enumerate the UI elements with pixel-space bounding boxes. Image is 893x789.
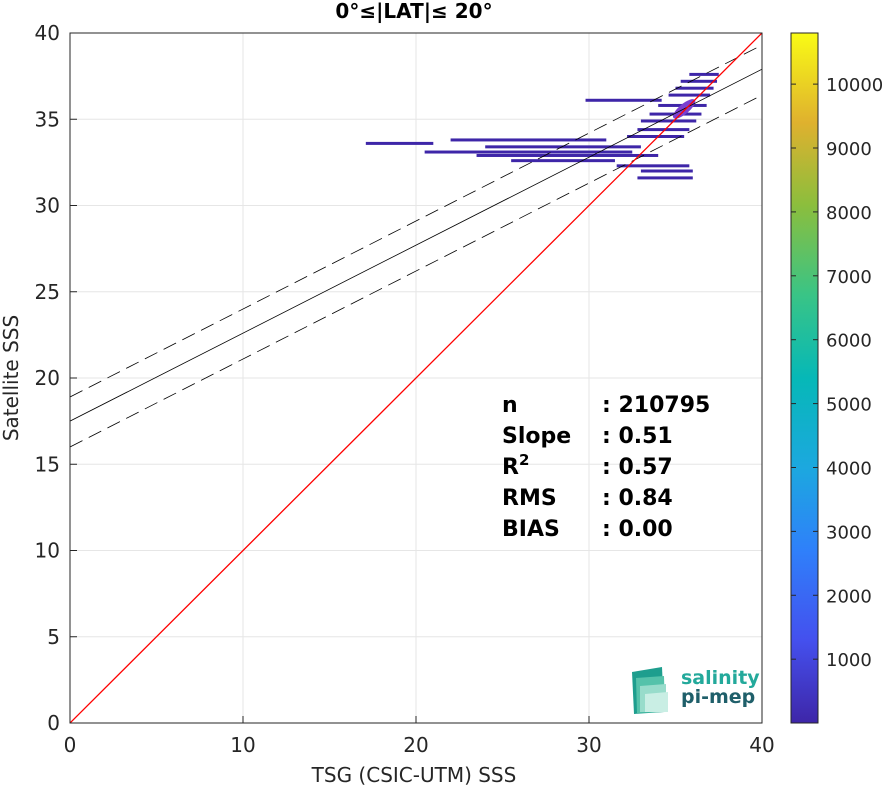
density-point-row (365, 141, 434, 145)
colorbar-tick-label: 1000 (826, 650, 872, 671)
colorbar-tick-label: 7000 (826, 267, 872, 288)
plot-marks (70, 33, 762, 723)
density-point-row (476, 153, 659, 157)
chart-title: 0°≤|LAT|≤ 20° (335, 0, 492, 23)
y-tick-label: 25 (35, 280, 60, 304)
fit-lower-bound-line (70, 94, 762, 448)
stat-label: n (502, 393, 518, 418)
stat-value: : 210795 (602, 393, 710, 418)
stat-value: : 0.57 (602, 455, 673, 480)
x-tick-label: 20 (403, 733, 428, 757)
colorbar-tick-label: 5000 (826, 395, 872, 416)
colorbar-tick-label: 8000 (826, 203, 872, 224)
y-tick-label: 30 (35, 194, 60, 218)
x-tick-label: 10 (230, 733, 255, 757)
colorbar-tick-label: 10000 (826, 75, 883, 96)
density-point-row (450, 138, 607, 142)
x-tick-label: 30 (576, 733, 601, 757)
regression-line (70, 68, 762, 422)
y-tick-label: 35 (35, 107, 60, 131)
x-tick-label: 40 (749, 733, 774, 757)
colorbar-tick-label: 2000 (826, 586, 872, 607)
y-tick-label: 10 (35, 539, 60, 563)
colorbar-tick-label: 9000 (826, 139, 872, 160)
stat-value: : 0.51 (602, 424, 673, 449)
density-point-row (637, 128, 690, 132)
colorbar-tick-label: 3000 (826, 522, 872, 543)
density-point-row (640, 169, 693, 173)
y-tick-label: 15 (35, 452, 60, 476)
logo: salinity pi-mep (632, 667, 760, 714)
density-point-row (689, 72, 719, 76)
colorbar-tick-label: 6000 (826, 331, 872, 352)
stat-value: : 0.00 (602, 517, 673, 542)
density-point-row (640, 119, 697, 123)
density-point-row (627, 135, 685, 138)
density-point-row (511, 159, 615, 163)
colorbar-tick-label: 4000 (826, 458, 872, 479)
logo-line2: pi-mep (681, 686, 755, 708)
salinity-logo-icon (632, 667, 668, 714)
density-point-row (680, 79, 718, 83)
stat-value: : 0.84 (602, 486, 673, 511)
identity-line (70, 33, 762, 723)
y-tick-label: 0 (47, 711, 60, 735)
density-point-row (637, 176, 693, 180)
y-axis-label: Satellite SSS (0, 315, 23, 441)
fit-upper-bound-line (70, 44, 762, 398)
y-tick-label: 5 (47, 625, 60, 649)
y-tick-label: 40 (35, 21, 60, 45)
x-tick-label: 0 (64, 733, 77, 757)
stat-label: Slope (502, 424, 571, 449)
density-point-row (485, 145, 641, 149)
density-point-row (675, 86, 714, 90)
logo-line1: salinity (681, 667, 760, 689)
density-point-row (585, 98, 662, 102)
x-axis-label: TSG (CSIC-UTM) SSS (311, 763, 517, 787)
stat-label: RMS (502, 486, 557, 511)
colorbar (790, 32, 819, 724)
density-point-row (616, 164, 690, 168)
stat-label: BIAS (502, 517, 560, 542)
y-tick-label: 20 (35, 366, 60, 390)
density-point-row (424, 150, 633, 154)
density-point-row (668, 93, 711, 97)
colorbar-ticks: 1000 2000 3000 4000 5000 6000 7000 8000 9000 1000… (791, 75, 883, 671)
x-axis-ticks: 0 10 20 30 40 (64, 716, 775, 757)
y-axis-ticks: 0 5 10 15 20 25 30 35 40 (35, 21, 77, 735)
